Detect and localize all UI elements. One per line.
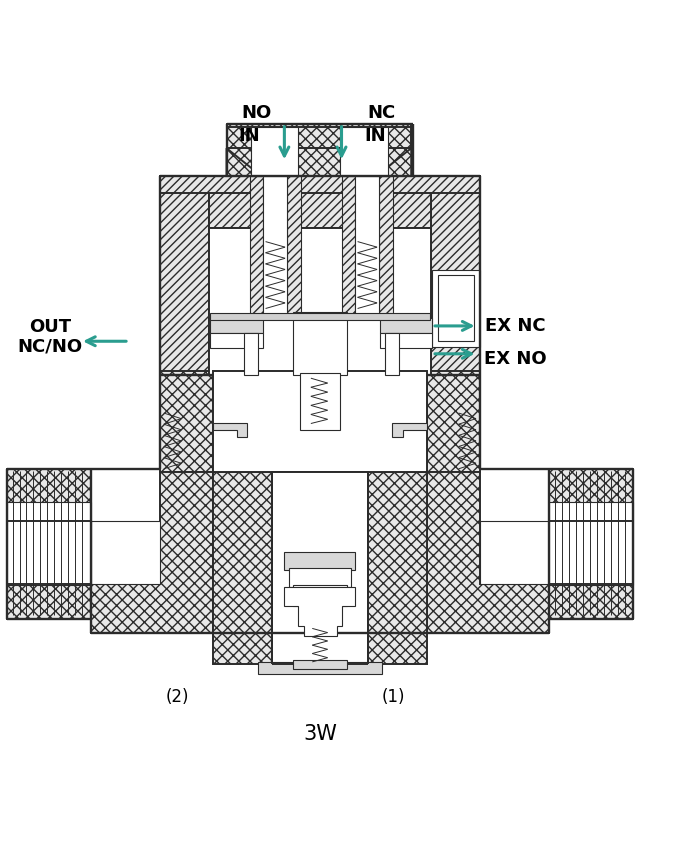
- Bar: [379, 176, 393, 319]
- Bar: [340, 127, 388, 176]
- Bar: [293, 661, 347, 669]
- Bar: [480, 521, 549, 584]
- Bar: [213, 371, 427, 473]
- Polygon shape: [427, 473, 549, 633]
- Bar: [7, 468, 91, 618]
- Bar: [380, 333, 432, 348]
- Polygon shape: [91, 473, 213, 633]
- Bar: [355, 176, 379, 319]
- Text: EX NC: EX NC: [486, 317, 546, 335]
- Bar: [300, 374, 340, 430]
- Bar: [432, 270, 480, 346]
- Bar: [210, 318, 263, 333]
- Bar: [284, 552, 355, 570]
- Bar: [227, 127, 411, 148]
- Bar: [227, 124, 411, 176]
- Bar: [160, 371, 213, 473]
- Bar: [244, 333, 258, 374]
- Polygon shape: [392, 424, 427, 437]
- Bar: [263, 176, 287, 319]
- Bar: [272, 473, 368, 664]
- Bar: [213, 473, 427, 664]
- Text: OUT: OUT: [29, 318, 71, 336]
- Bar: [549, 501, 633, 585]
- Text: (1): (1): [382, 688, 406, 706]
- Bar: [210, 313, 430, 320]
- Text: IN: IN: [364, 127, 386, 146]
- Bar: [258, 662, 382, 674]
- Bar: [427, 371, 480, 473]
- Text: 3W: 3W: [304, 723, 337, 744]
- Bar: [7, 501, 91, 585]
- Bar: [287, 176, 301, 319]
- Bar: [251, 127, 298, 176]
- Bar: [209, 229, 431, 374]
- Bar: [293, 585, 347, 606]
- Polygon shape: [431, 176, 480, 374]
- Bar: [160, 176, 480, 193]
- Polygon shape: [213, 424, 247, 437]
- Text: IN: IN: [238, 127, 261, 146]
- Bar: [293, 312, 347, 374]
- Text: NO: NO: [241, 104, 272, 122]
- Bar: [209, 176, 431, 229]
- Bar: [380, 318, 432, 333]
- Bar: [438, 275, 474, 341]
- Bar: [91, 521, 160, 584]
- Bar: [210, 333, 263, 348]
- Bar: [342, 176, 355, 319]
- Polygon shape: [284, 587, 355, 636]
- Polygon shape: [160, 176, 209, 374]
- Text: NC: NC: [368, 104, 396, 122]
- Bar: [289, 567, 351, 587]
- Text: (2): (2): [166, 688, 190, 706]
- Text: NC/NO: NC/NO: [17, 338, 83, 356]
- Bar: [549, 468, 633, 618]
- Bar: [250, 176, 263, 319]
- Polygon shape: [227, 148, 261, 176]
- Polygon shape: [376, 148, 411, 176]
- Bar: [385, 333, 399, 374]
- Text: EX NO: EX NO: [484, 351, 547, 368]
